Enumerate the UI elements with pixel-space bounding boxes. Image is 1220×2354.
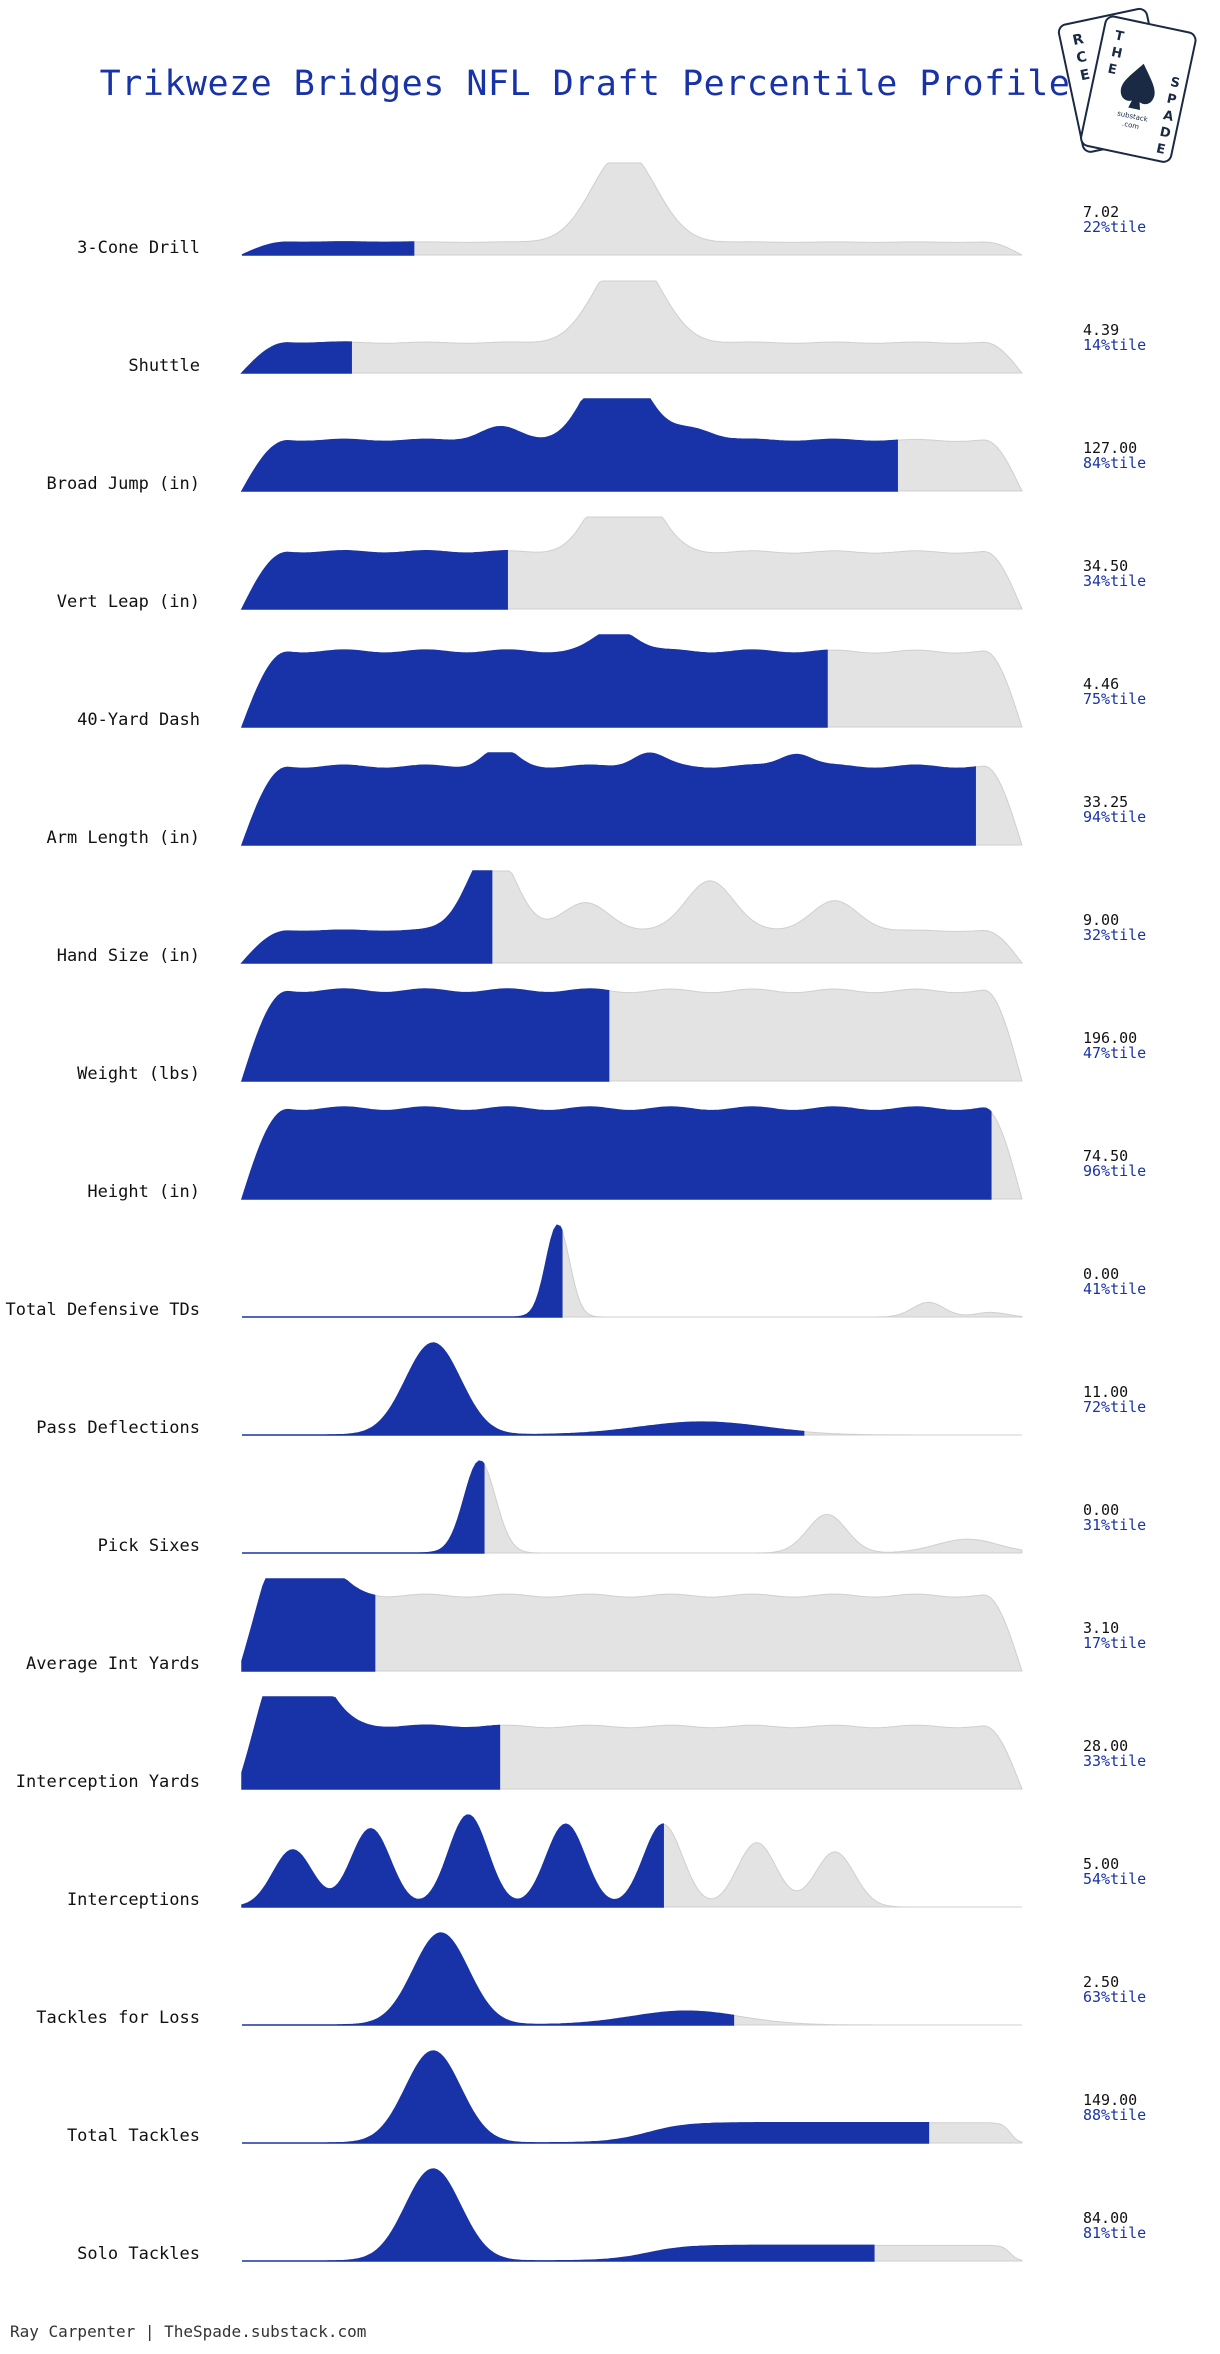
metric-value-17: 84.00 bbox=[1083, 2209, 1128, 2227]
density-15 bbox=[242, 1932, 1022, 2026]
metric-label-17: Solo Tackles bbox=[77, 2244, 200, 2264]
metric-value-7: 196.00 bbox=[1083, 1029, 1137, 1047]
metric-percentile-5: 94%tile bbox=[1083, 808, 1146, 826]
metric-label-6: Hand Size (in) bbox=[57, 946, 200, 966]
metric-percentile-9: 41%tile bbox=[1083, 1280, 1146, 1298]
metric-label-16: Total Tackles bbox=[67, 2126, 200, 2146]
metric-percentile-8: 96%tile bbox=[1083, 1162, 1146, 1180]
density-9 bbox=[242, 1224, 1023, 1318]
metric-percentile-6: 32%tile bbox=[1083, 926, 1146, 944]
metric-percentile-4: 75%tile bbox=[1083, 690, 1146, 708]
metric-value-9: 0.00 bbox=[1083, 1265, 1119, 1283]
metric-label-5: Arm Length (in) bbox=[46, 828, 200, 848]
logo-dotcom-text: .com bbox=[1121, 120, 1140, 131]
metric-label-4: 40-Yard Dash bbox=[77, 710, 200, 730]
metric-label-15: Tackles for Loss bbox=[36, 2008, 200, 2028]
logo-back-letter-2: E bbox=[1079, 67, 1092, 85]
metric-label-14: Interceptions bbox=[67, 1890, 200, 1910]
metric-percentile-17: 81%tile bbox=[1083, 2224, 1146, 2242]
metric-label-2: Broad Jump (in) bbox=[46, 474, 200, 494]
percentile-fill-15 bbox=[242, 1932, 735, 2026]
logo-back-letter-0: R bbox=[1071, 31, 1085, 49]
percentile-fill-8 bbox=[240, 1106, 992, 1200]
logo-front-letter-1: H bbox=[1110, 45, 1124, 62]
percentile-fill-4 bbox=[240, 634, 828, 728]
percentile-fill-13 bbox=[241, 1696, 501, 1790]
metric-label-1: Shuttle bbox=[128, 356, 200, 376]
density-0 bbox=[241, 162, 1023, 256]
metric-value-3: 34.50 bbox=[1083, 557, 1128, 575]
metric-label-12: Average Int Yards bbox=[26, 1654, 200, 1674]
metric-value-4: 4.46 bbox=[1083, 675, 1119, 693]
logo-front-letter-6: D bbox=[1158, 125, 1172, 142]
metric-percentile-3: 34%tile bbox=[1083, 572, 1146, 590]
percentile-fill-14 bbox=[241, 1814, 664, 1908]
percentile-fill-5 bbox=[240, 752, 976, 846]
density-10 bbox=[242, 1342, 1022, 1436]
metric-percentile-1: 14%tile bbox=[1083, 336, 1146, 354]
density-1 bbox=[240, 280, 1024, 374]
metric-percentile-0: 22%tile bbox=[1083, 218, 1146, 236]
metric-value-11: 0.00 bbox=[1083, 1501, 1119, 1519]
density-17 bbox=[242, 2168, 1023, 2262]
percentile-fill-0 bbox=[241, 241, 415, 256]
metric-value-12: 3.10 bbox=[1083, 1619, 1119, 1637]
metric-percentile-15: 63%tile bbox=[1083, 1988, 1146, 2006]
metric-percentile-16: 88%tile bbox=[1083, 2106, 1146, 2124]
metric-percentile-2: 84%tile bbox=[1083, 454, 1146, 472]
metric-value-10: 11.00 bbox=[1083, 1383, 1128, 1401]
metric-value-2: 127.00 bbox=[1083, 439, 1137, 457]
metric-value-16: 149.00 bbox=[1083, 2091, 1137, 2109]
metric-label-8: Height (in) bbox=[87, 1182, 200, 1202]
logo-front-letter-3: S bbox=[1169, 75, 1181, 92]
percentile-fill-11 bbox=[242, 1460, 485, 1554]
metric-label-10: Pass Deflections bbox=[36, 1418, 200, 1438]
metric-percentile-12: 17%tile bbox=[1083, 1634, 1146, 1652]
percentile-fill-10 bbox=[242, 1342, 805, 1436]
percentile-fill-3 bbox=[240, 550, 508, 610]
metric-percentile-13: 33%tile bbox=[1083, 1752, 1146, 1770]
density-11 bbox=[242, 1460, 1023, 1554]
metric-percentile-7: 47%tile bbox=[1083, 1044, 1146, 1062]
metric-label-9: Total Defensive TDs bbox=[6, 1300, 200, 1320]
metric-value-6: 9.00 bbox=[1083, 911, 1119, 929]
percentile-fill-7 bbox=[240, 988, 610, 1082]
percentile-fill-16 bbox=[242, 2050, 930, 2144]
metric-percentile-11: 31%tile bbox=[1083, 1516, 1146, 1534]
metric-value-5: 33.25 bbox=[1083, 793, 1128, 811]
logo-front-letter-4: P bbox=[1165, 92, 1177, 109]
metric-label-3: Vert Leap (in) bbox=[57, 592, 200, 612]
metric-label-7: Weight (lbs) bbox=[77, 1064, 200, 1084]
logo-front-letter-2: E bbox=[1106, 62, 1118, 79]
metric-label-11: Pick Sixes bbox=[98, 1536, 200, 1556]
percentile-fill-9 bbox=[242, 1224, 563, 1318]
metric-value-14: 5.00 bbox=[1083, 1855, 1119, 1873]
percentile-fill-2 bbox=[240, 398, 898, 492]
metric-label-13: Interception Yards bbox=[16, 1772, 200, 1792]
metric-value-8: 74.50 bbox=[1083, 1147, 1128, 1165]
percentile-fill-6 bbox=[240, 870, 493, 964]
percentile-fill-17 bbox=[242, 2168, 875, 2262]
logo-front-letter-0: T bbox=[1113, 28, 1125, 45]
logo-front-letter-5: A bbox=[1162, 108, 1175, 125]
front-card: T H E S P A D E substack .com bbox=[1080, 15, 1197, 163]
logo-back-letter-1: C bbox=[1075, 49, 1088, 67]
metric-value-1: 4.39 bbox=[1083, 321, 1119, 339]
metric-label-0: 3-Cone Drill bbox=[77, 238, 200, 258]
percentile-fill-1 bbox=[240, 341, 352, 374]
chart-title: Trikweze Bridges NFL Draft Percentile Pr… bbox=[99, 64, 1071, 104]
logo-front-letter-7: E bbox=[1155, 141, 1167, 158]
metric-value-0: 7.02 bbox=[1083, 203, 1119, 221]
footer-credit: Ray Carpenter | TheSpade.substack.com bbox=[10, 2322, 367, 2341]
metric-value-15: 2.50 bbox=[1083, 1973, 1119, 1991]
metric-value-13: 28.00 bbox=[1083, 1737, 1128, 1755]
percentile-fill-12 bbox=[241, 1578, 376, 1672]
the-spade-logo: R C E T H E S P A D E substack .com bbox=[1057, 7, 1197, 163]
metric-percentile-14: 54%tile bbox=[1083, 1870, 1146, 1888]
metric-percentile-10: 72%tile bbox=[1083, 1398, 1146, 1416]
spade-icon bbox=[1120, 63, 1155, 111]
